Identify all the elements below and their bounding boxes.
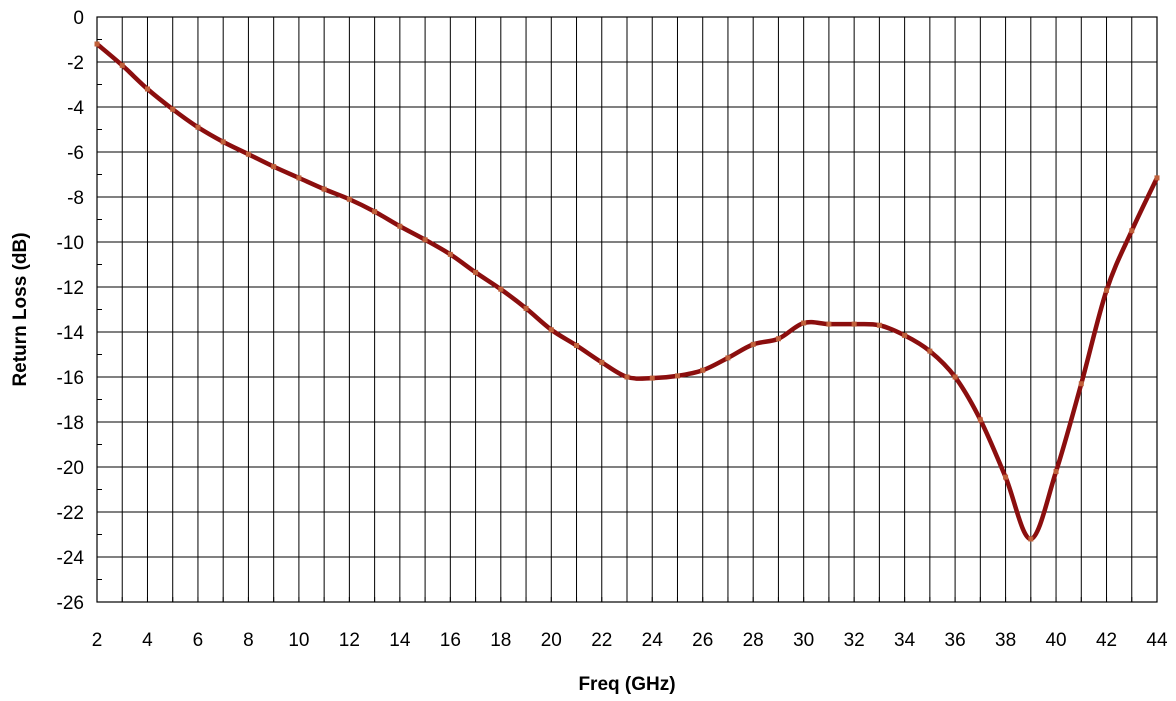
data-point-marker (952, 374, 958, 380)
data-point-marker (94, 41, 100, 47)
x-tick-label: 24 (642, 630, 664, 651)
data-point-marker (1053, 469, 1059, 474)
x-tick-label: 10 (288, 630, 309, 651)
data-point-marker (321, 186, 327, 192)
y-axis-title: Return Loss (dB) (10, 232, 31, 386)
x-tick-label: 44 (1146, 630, 1168, 651)
y-tick-label: -24 (57, 548, 85, 569)
data-point-marker (649, 375, 655, 381)
data-point-marker (775, 336, 781, 342)
tick-marks (96, 16, 1158, 603)
y-tick-label: -12 (57, 278, 84, 299)
data-point-marker (1078, 381, 1084, 387)
data-point-marker (447, 251, 453, 257)
y-tick-label: -10 (57, 233, 84, 254)
data-point-marker (977, 417, 983, 423)
data-point-marker (473, 269, 479, 275)
data-point-marker (725, 355, 731, 361)
y-tick-label: -26 (57, 593, 84, 614)
x-tick-label: 22 (591, 630, 612, 651)
data-point-marker (902, 332, 908, 338)
series-layer (94, 41, 1160, 542)
x-tick-label: 32 (844, 630, 865, 651)
data-point-marker (574, 343, 580, 348)
data-point-marker (346, 196, 352, 202)
x-tick-label: 4 (142, 630, 153, 651)
grid (96, 16, 1158, 603)
x-tick-label: 26 (692, 630, 713, 651)
data-point-marker (700, 367, 706, 373)
data-point-marker (296, 175, 302, 181)
x-tick-label: 18 (490, 630, 511, 651)
data-point-marker (801, 320, 807, 326)
x-tick-label: 40 (1045, 630, 1066, 651)
data-point-marker (1154, 175, 1160, 181)
x-tick-labels: 2 4 6 8 10 12 14 16 18 20 22 24 26 28 30 32 34 36 38 40 42 44 (92, 630, 1168, 651)
data-point-marker (624, 374, 630, 380)
data-point-marker (876, 322, 882, 328)
data-point-marker (220, 139, 226, 145)
y-tick-labels: 0 -2 -4 -6 -8 -10 -12 -14 -16 -18 -20 -22 -24 -26 (57, 8, 85, 614)
data-point-marker (119, 62, 125, 68)
data-point-marker (599, 359, 605, 365)
data-point-marker (1003, 474, 1009, 480)
x-tick-label: 2 (92, 630, 103, 651)
data-point-marker (826, 321, 832, 327)
data-point-marker (1104, 287, 1110, 293)
data-point-marker (1028, 536, 1034, 542)
y-tick-label: 0 (73, 8, 84, 29)
data-point-marker (271, 164, 277, 170)
data-point-marker (1129, 228, 1135, 234)
data-point-marker (144, 86, 150, 92)
x-tick-label: 42 (1096, 630, 1117, 651)
x-tick-label: 34 (894, 630, 916, 651)
x-tick-label: 36 (945, 630, 966, 651)
data-point-marker (750, 341, 756, 347)
x-tick-label: 12 (339, 630, 360, 651)
data-point-marker (245, 151, 251, 157)
y-tick-label: -4 (67, 98, 84, 119)
x-tick-label: 8 (243, 630, 254, 651)
data-point-marker (397, 223, 403, 229)
data-point-marker (927, 348, 933, 354)
x-tick-label: 20 (541, 630, 562, 651)
y-tick-label: -6 (67, 143, 84, 164)
y-tick-label: -18 (57, 413, 84, 434)
data-point-marker (422, 237, 428, 243)
data-point-marker (674, 373, 680, 379)
x-tick-label: 38 (995, 630, 1016, 651)
data-point-marker (523, 305, 529, 311)
x-tick-label: 28 (743, 630, 764, 651)
data-point-marker (195, 124, 201, 130)
x-tick-label: 6 (193, 630, 204, 651)
y-tick-label: -2 (67, 53, 84, 74)
data-point-marker (851, 321, 857, 327)
y-tick-label: -20 (57, 458, 84, 479)
data-point-marker (548, 327, 554, 333)
data-point-marker (372, 209, 378, 215)
y-tick-label: -22 (57, 503, 84, 524)
y-tick-label: -14 (57, 323, 85, 344)
x-tick-label: 30 (793, 630, 814, 651)
x-tick-label: 14 (389, 630, 411, 651)
data-point-marker (170, 106, 176, 112)
x-axis-title: Freq (GHz) (578, 674, 675, 695)
x-tick-label: 16 (440, 630, 461, 651)
data-point-marker (498, 286, 504, 292)
y-tick-label: -8 (67, 188, 84, 209)
y-tick-label: -16 (57, 368, 84, 389)
